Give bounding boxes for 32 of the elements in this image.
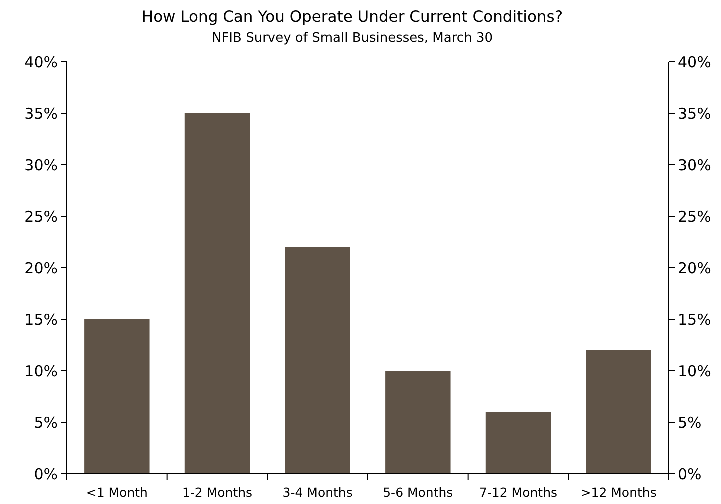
y-tick-label: 20% <box>24 259 58 278</box>
y2-tick-label: 15% <box>678 310 712 329</box>
x-tick-label: 5-6 Months <box>383 485 454 500</box>
bar <box>486 412 552 474</box>
x-tick-label: 3-4 Months <box>282 485 353 500</box>
bar <box>386 371 451 474</box>
y-tick-label: 25% <box>24 208 58 226</box>
y2-tick-label: 0% <box>678 465 702 484</box>
y2-tick-label: 20% <box>678 259 712 278</box>
x-tick-label: 1-2 Months <box>182 485 253 500</box>
bar <box>586 350 652 474</box>
x-tick-label: <1 Month <box>86 485 148 500</box>
y-tick-label: 0% <box>34 465 58 484</box>
y-tick-label: 5% <box>34 414 58 432</box>
y2-tick-label: 35% <box>678 104 712 123</box>
y-tick-label: 35% <box>24 104 58 123</box>
bar <box>285 247 350 474</box>
y2-tick-label: 40% <box>678 53 712 72</box>
bar <box>184 114 250 474</box>
y2-tick-label: 5% <box>678 414 702 432</box>
y-tick-label: 40% <box>24 53 58 72</box>
chart-title: How Long Can You Operate Under Current Conditions? <box>142 8 564 26</box>
y-tick-label: 10% <box>24 362 58 380</box>
y-tick-label: 15% <box>24 310 58 329</box>
y2-tick-label: 30% <box>678 156 712 174</box>
x-tick-label: 7-12 Months <box>479 485 558 500</box>
bar <box>84 320 150 474</box>
y2-tick-label: 25% <box>678 208 712 226</box>
y-tick-label: 30% <box>24 156 58 174</box>
chart-subtitle: NFIB Survey of Small Businesses, March 30 <box>212 31 494 46</box>
y2-tick-label: 10% <box>678 362 712 380</box>
x-tick-label: >12 Months <box>580 485 657 500</box>
